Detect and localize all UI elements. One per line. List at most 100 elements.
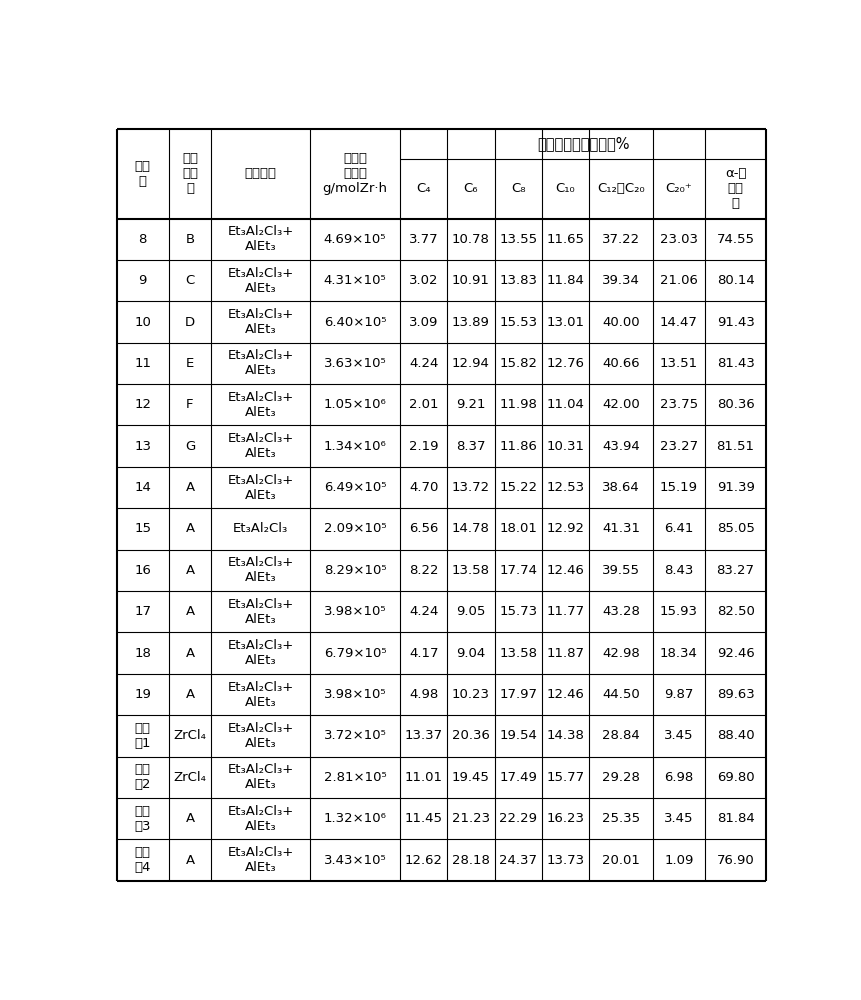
Text: 催化
剂编
号: 催化 剂编 号: [182, 152, 198, 195]
Text: A: A: [185, 564, 195, 577]
Text: 24.37: 24.37: [499, 854, 536, 867]
Text: A: A: [185, 522, 195, 535]
Text: 13.55: 13.55: [499, 233, 536, 246]
Text: 80.14: 80.14: [715, 274, 753, 287]
Text: 13.01: 13.01: [546, 316, 584, 329]
Text: 13.58: 13.58: [451, 564, 489, 577]
Text: 25.35: 25.35: [601, 812, 640, 825]
Text: 39.55: 39.55: [601, 564, 640, 577]
Text: 10.91: 10.91: [451, 274, 489, 287]
Text: 17: 17: [134, 605, 152, 618]
Text: 11.87: 11.87: [546, 647, 584, 660]
Text: 3.45: 3.45: [664, 812, 693, 825]
Text: 3.63×10⁵: 3.63×10⁵: [324, 357, 386, 370]
Text: 43.94: 43.94: [602, 440, 639, 453]
Text: 4.69×10⁵: 4.69×10⁵: [324, 233, 386, 246]
Text: Et₃Al₂Cl₃+
AlEt₃: Et₃Al₂Cl₃+ AlEt₃: [227, 722, 294, 750]
Text: A: A: [185, 688, 195, 701]
Text: α-烯
灃产
率: α-烯 灃产 率: [724, 167, 746, 210]
Text: 助催化剂: 助催化剂: [245, 167, 276, 180]
Text: 8.22: 8.22: [408, 564, 438, 577]
Text: 10.31: 10.31: [546, 440, 584, 453]
Text: 3.45: 3.45: [664, 729, 693, 742]
Text: 13: 13: [134, 440, 152, 453]
Text: 83.27: 83.27: [715, 564, 753, 577]
Text: 3.77: 3.77: [408, 233, 438, 246]
Text: 6.79×10⁵: 6.79×10⁵: [324, 647, 386, 660]
Text: 6.49×10⁵: 6.49×10⁵: [324, 481, 386, 494]
Text: 15.19: 15.19: [660, 481, 697, 494]
Text: Et₃Al₂Cl₃+
AlEt₃: Et₃Al₂Cl₃+ AlEt₃: [227, 598, 294, 626]
Text: C₁₂～C₂₀: C₁₂～C₂₀: [597, 182, 644, 195]
Text: E: E: [186, 357, 194, 370]
Text: 15.93: 15.93: [660, 605, 697, 618]
Text: 对比
例4: 对比 例4: [134, 846, 151, 874]
Text: C₈: C₈: [511, 182, 525, 195]
Text: 12: 12: [134, 398, 152, 411]
Text: 20.36: 20.36: [451, 729, 489, 742]
Text: 15.77: 15.77: [546, 771, 584, 784]
Text: Et₃Al₂Cl₃+
AlEt₃: Et₃Al₂Cl₃+ AlEt₃: [227, 391, 294, 419]
Text: Et₃Al₂Cl₃+
AlEt₃: Et₃Al₂Cl₃+ AlEt₃: [227, 805, 294, 833]
Text: 81.43: 81.43: [715, 357, 753, 370]
Text: Et₃Al₂Cl₃+
AlEt₃: Et₃Al₂Cl₃+ AlEt₃: [227, 846, 294, 874]
Text: C₆: C₆: [463, 182, 478, 195]
Text: 11.84: 11.84: [546, 274, 584, 287]
Text: 17.97: 17.97: [499, 688, 536, 701]
Text: D: D: [185, 316, 195, 329]
Text: A: A: [185, 812, 195, 825]
Text: 28.84: 28.84: [602, 729, 639, 742]
Text: 4.17: 4.17: [408, 647, 438, 660]
Text: 4.24: 4.24: [409, 357, 438, 370]
Text: 14.38: 14.38: [546, 729, 584, 742]
Text: 12.76: 12.76: [546, 357, 584, 370]
Text: 85.05: 85.05: [715, 522, 753, 535]
Text: 91.43: 91.43: [715, 316, 753, 329]
Text: 16.23: 16.23: [546, 812, 584, 825]
Text: 42.00: 42.00: [602, 398, 639, 411]
Text: 38.64: 38.64: [602, 481, 639, 494]
Text: 39.34: 39.34: [602, 274, 639, 287]
Text: 44.50: 44.50: [602, 688, 639, 701]
Text: 8.29×10⁵: 8.29×10⁵: [324, 564, 386, 577]
Text: 18.34: 18.34: [660, 647, 697, 660]
Text: 12.46: 12.46: [546, 688, 584, 701]
Text: 8.43: 8.43: [664, 564, 693, 577]
Text: 40.66: 40.66: [602, 357, 639, 370]
Text: Et₃Al₂Cl₃+
AlEt₃: Et₃Al₂Cl₃+ AlEt₃: [227, 349, 294, 377]
Text: 74.55: 74.55: [715, 233, 753, 246]
Text: 23.03: 23.03: [660, 233, 697, 246]
Text: Et₃Al₂Cl₃+
AlEt₃: Et₃Al₂Cl₃+ AlEt₃: [227, 308, 294, 336]
Text: 17.49: 17.49: [499, 771, 536, 784]
Text: 13.83: 13.83: [499, 274, 536, 287]
Text: 齐聚产物分布，质量%: 齐聚产物分布，质量%: [536, 136, 629, 151]
Text: 3.02: 3.02: [408, 274, 438, 287]
Text: 6.56: 6.56: [409, 522, 438, 535]
Text: 41.31: 41.31: [601, 522, 640, 535]
Text: Et₃Al₂Cl₃+
AlEt₃: Et₃Al₂Cl₃+ AlEt₃: [227, 225, 294, 253]
Text: Et₃Al₂Cl₃+
AlEt₃: Et₃Al₂Cl₃+ AlEt₃: [227, 639, 294, 667]
Text: 6.40×10⁵: 6.40×10⁵: [324, 316, 386, 329]
Text: 4.98: 4.98: [409, 688, 438, 701]
Text: Et₃Al₂Cl₃+
AlEt₃: Et₃Al₂Cl₃+ AlEt₃: [227, 432, 294, 460]
Text: 11: 11: [134, 357, 152, 370]
Text: 10.23: 10.23: [451, 688, 489, 701]
Text: 11.98: 11.98: [499, 398, 536, 411]
Text: 13.58: 13.58: [499, 647, 536, 660]
Text: 3.43×10⁵: 3.43×10⁵: [324, 854, 386, 867]
Text: 10.78: 10.78: [451, 233, 489, 246]
Text: ZrCl₄: ZrCl₄: [173, 729, 206, 742]
Text: 21.06: 21.06: [660, 274, 697, 287]
Text: 9.04: 9.04: [455, 647, 485, 660]
Text: 对比
例1: 对比 例1: [134, 722, 151, 750]
Text: 11.86: 11.86: [499, 440, 536, 453]
Text: 12.53: 12.53: [546, 481, 584, 494]
Text: 80.36: 80.36: [715, 398, 753, 411]
Text: 11.77: 11.77: [546, 605, 584, 618]
Text: 实例
号: 实例 号: [134, 160, 151, 188]
Text: 11.04: 11.04: [546, 398, 584, 411]
Text: 42.98: 42.98: [602, 647, 639, 660]
Text: 9: 9: [139, 274, 147, 287]
Text: 1.09: 1.09: [664, 854, 693, 867]
Text: 89.63: 89.63: [715, 688, 753, 701]
